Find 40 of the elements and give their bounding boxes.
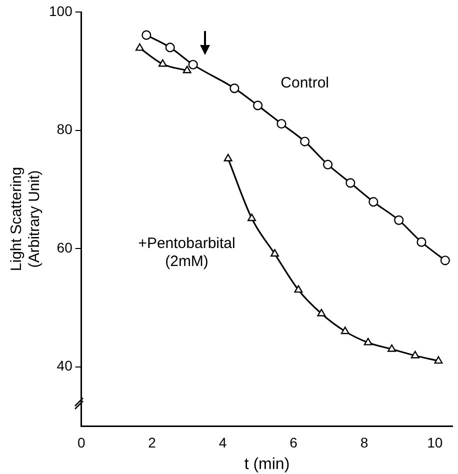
point [182,66,192,74]
point [434,356,443,364]
point [158,59,167,67]
point [346,178,356,188]
x-tick-label: 2 [148,434,156,450]
point [276,118,286,129]
x-tick-label: 10 [427,434,443,450]
y-tick-label: 40 [56,358,73,374]
point [270,249,279,257]
x-axis-title: t (min) [244,456,290,473]
point [300,136,310,146]
x-tick-label: 4 [218,434,227,450]
y-tick-label: 100 [49,2,73,19]
point [410,350,420,358]
x-tick-label: 6 [290,434,298,450]
point [364,338,372,346]
point [142,30,152,40]
series-label: Control [280,74,329,92]
point [224,154,232,162]
point [165,42,175,52]
y-axis-title: Light Scattering (Arbitrary Unit) [8,166,44,272]
point [252,100,263,110]
point [340,326,350,334]
point [388,344,396,352]
point [317,308,326,316]
y-tick-label: 80 [56,121,73,138]
y-tick-label: 60 [56,239,73,256]
point [294,285,303,293]
x-tick-label: 8 [360,434,368,450]
series-label: +Pentobarbital (2mM) [138,235,236,270]
point [440,256,450,266]
point [188,60,198,70]
point [322,160,333,170]
point [394,215,404,225]
point [416,237,426,247]
point [135,43,144,51]
point [230,83,240,94]
point [368,197,378,207]
point [248,214,256,222]
x-tick-label: 0 [77,434,86,450]
